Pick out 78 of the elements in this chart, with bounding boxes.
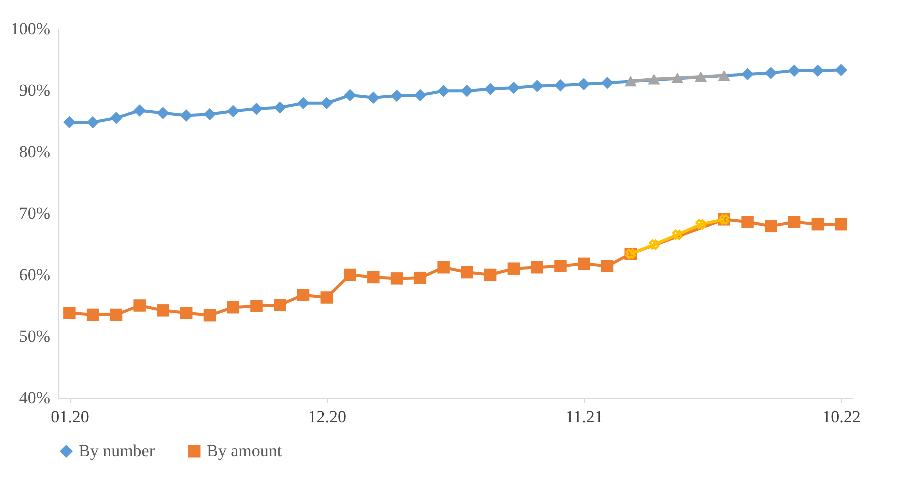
point [835, 64, 848, 76]
point [484, 83, 497, 96]
point [578, 258, 590, 270]
point [649, 240, 660, 250]
x-tick-label: 12.20 [308, 408, 347, 426]
point [297, 289, 310, 302]
x-tick-label: 10.22 [822, 408, 861, 426]
point [414, 272, 427, 284]
legend-label: By number [79, 442, 156, 461]
point [531, 261, 544, 274]
point [461, 266, 474, 279]
point [672, 230, 683, 240]
point [157, 304, 170, 317]
point [696, 219, 706, 230]
point [414, 89, 427, 102]
point [274, 299, 286, 312]
point [438, 84, 450, 98]
point [204, 309, 216, 322]
point [601, 76, 614, 90]
point [812, 64, 824, 77]
point [320, 292, 334, 304]
point [320, 97, 334, 110]
point [554, 79, 567, 92]
point [250, 300, 263, 312]
point [368, 271, 380, 284]
point [508, 82, 520, 94]
point [110, 112, 123, 124]
point [297, 97, 310, 110]
point [134, 300, 146, 312]
point [344, 268, 356, 282]
legend-label: By amount [207, 442, 282, 461]
x-tick-label: 11.21 [566, 408, 604, 426]
point [694, 72, 708, 82]
point [368, 92, 380, 104]
y-tick-label: 90% [19, 81, 50, 100]
y-tick-label: 80% [19, 142, 50, 162]
point [204, 108, 216, 121]
point [390, 272, 404, 285]
point [86, 308, 100, 322]
point [531, 80, 544, 92]
point [134, 104, 146, 117]
point [788, 64, 801, 77]
y-tick-label: 100% [10, 20, 50, 38]
y-tick-label: 50% [19, 327, 50, 346]
point [835, 218, 848, 231]
point [812, 218, 824, 231]
point [461, 84, 474, 98]
point [390, 90, 404, 102]
point [672, 72, 684, 84]
point [438, 261, 450, 274]
y-tick-label: 40% [19, 388, 50, 408]
point [718, 70, 731, 82]
point [508, 262, 520, 275]
point [765, 67, 778, 80]
point [157, 107, 170, 120]
point [227, 301, 240, 314]
point [742, 68, 754, 81]
point [601, 260, 614, 273]
x-tick-label: 01.20 [51, 408, 90, 426]
point [484, 268, 497, 282]
point [788, 216, 801, 228]
point [554, 260, 567, 273]
y-tick-label: 70% [19, 204, 50, 223]
point [64, 116, 76, 129]
point [64, 307, 76, 320]
point [250, 102, 263, 116]
point [227, 105, 240, 118]
point [624, 76, 637, 87]
point [648, 74, 660, 85]
y-tick-label: 60% [19, 266, 50, 284]
point [110, 308, 123, 322]
point [765, 220, 778, 233]
point [344, 89, 356, 102]
point [274, 102, 286, 114]
point [578, 78, 590, 90]
point [180, 307, 193, 320]
point [742, 216, 754, 228]
point [180, 110, 193, 122]
